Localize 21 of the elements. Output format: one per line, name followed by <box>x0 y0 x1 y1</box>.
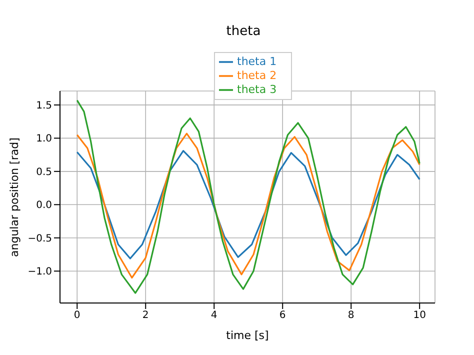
x-tick-label: 10 <box>413 310 426 322</box>
line-series <box>76 150 420 260</box>
x-tick-label: 8 <box>348 310 354 322</box>
line-series <box>76 132 420 279</box>
x-tick-label: 2 <box>142 310 149 322</box>
x-tick-label: 4 <box>210 310 218 322</box>
line-series <box>76 100 420 294</box>
x-tick-label: 0 <box>74 310 80 322</box>
x-tick-label: 6 <box>279 310 286 322</box>
y-tick-label: 0.5 <box>36 166 52 178</box>
x-axis-title: time [s] <box>226 329 269 342</box>
y-tick-label: −1.0 <box>28 266 52 278</box>
y-tick-label: −0.5 <box>28 233 52 244</box>
chart-title: theta <box>225 24 262 39</box>
y-axis-title: angular position [rad] <box>8 138 21 257</box>
y-tick-label: 1.5 <box>36 100 52 112</box>
legend-label: theta 2 <box>237 69 277 82</box>
y-tick-label: 0.0 <box>36 200 52 212</box>
legend-label: theta 1 <box>237 55 277 68</box>
legend-label: theta 3 <box>237 83 277 96</box>
y-tick-label: 1.0 <box>36 134 52 145</box>
